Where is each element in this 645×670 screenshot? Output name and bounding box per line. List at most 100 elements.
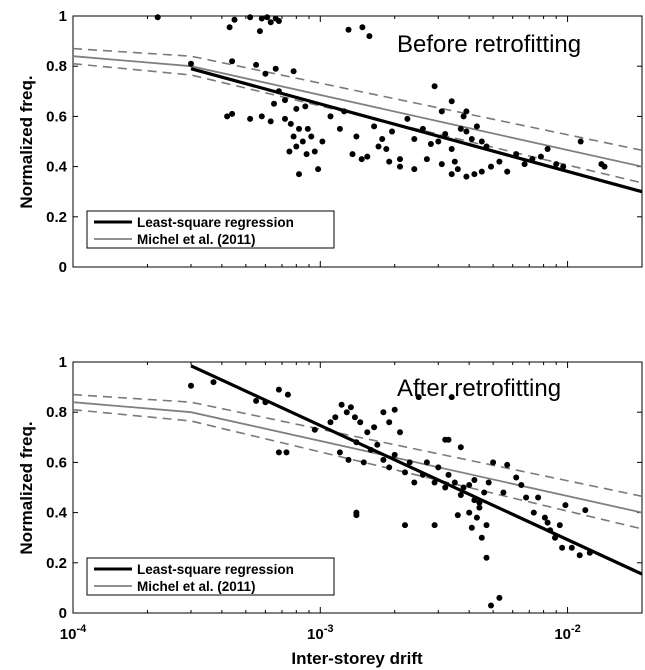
data-point [454,166,461,173]
data-point [389,128,395,135]
data-point [386,158,393,165]
data-point [315,166,322,173]
data-point [431,522,438,529]
data-point [229,110,236,117]
data-point [504,461,511,468]
data-point [448,171,455,178]
data-point [364,429,371,436]
data-point [188,60,194,67]
data-point [397,429,403,436]
data-point [247,115,254,122]
data-point [463,108,470,115]
data-point [267,118,274,125]
data-point [229,58,236,65]
data-point [380,456,387,463]
data-point [290,68,297,75]
legend-box-after [86,557,335,596]
regression-before [190,67,643,194]
data-point [343,409,350,416]
legend-label-michel-after: Michel et al. (2011) [137,579,256,594]
regression-line [190,364,643,576]
ytick-label: 0.2 [46,555,67,572]
data-point [411,136,418,142]
yticks-before: 0 0.2 0.4 0.6 0.8 1 [46,8,642,276]
data-point [496,594,503,601]
ytick-label: 0.6 [46,108,67,125]
michel-line [72,401,643,514]
ytick-label: 0 [59,259,67,276]
data-point [287,120,294,127]
data-point [478,168,485,175]
data-point [271,100,277,107]
data-point [431,479,438,486]
data-point [375,143,382,150]
data-point [345,456,352,463]
data-point [188,382,194,389]
data-point [427,141,434,147]
data-point [383,146,390,152]
data-point [513,474,520,481]
regression-line [190,67,643,194]
ytick-label: 0.4 [46,159,68,176]
data-point [451,158,458,165]
xlabel: Inter-storey drift [291,649,423,668]
data-point [483,522,490,529]
data-point [473,514,480,521]
data-point [431,83,438,90]
data-point [478,534,485,541]
data-point [457,492,464,498]
ytick-label: 0.2 [46,209,67,226]
ylabel-after: Normalized freq. [17,421,36,554]
data-point [303,151,310,158]
data-point [404,115,411,122]
data-point [302,103,309,110]
data-point [460,484,467,491]
legend-label-regression-before: Least-square regression [137,215,294,230]
ytick-label: 1 [59,8,67,25]
legend-label-michel-before: Michel et al. (2011) [137,232,256,247]
data-point [319,138,326,145]
data-point [358,156,365,163]
data-point [559,544,566,551]
data-point [258,15,265,22]
data-point [275,449,282,456]
data-point [442,131,449,137]
data-point [466,509,473,516]
data-point [299,138,306,145]
xtick-label: 10-2 [554,623,580,643]
data-point [226,24,233,31]
data-point [423,156,430,163]
data-point [256,28,263,35]
data-point [490,459,497,466]
data-point [483,554,490,561]
data-point [332,414,339,421]
data-point [296,171,302,178]
data-point [391,451,398,458]
data-point [460,113,467,120]
panel-before: Normalized freq. 0 0.2 0.4 0.6 0.8 1 Before r… [17,8,643,276]
data-point [258,113,265,120]
data-point [253,61,260,68]
legend-before: Least-square regression Michel et al. (2… [86,210,335,249]
data-point [476,504,483,511]
panel-after: Normalized freq. 0 0.2 0.4 0.6 0.8 1 10-4 10-3… [17,354,643,643]
ytick-label: 0.4 [46,505,68,522]
data-point [308,133,315,140]
data-point [448,146,455,152]
data-point [275,386,282,393]
data-point [359,24,366,31]
data-point [576,552,583,559]
data-point [454,512,461,519]
data-point [336,449,343,456]
data-point [448,98,455,105]
data-point [282,97,288,104]
data-point [357,419,364,426]
data-point [262,70,269,77]
data-point [530,509,537,516]
data-point [253,397,260,404]
data-point [402,522,408,529]
data-point [293,143,300,150]
data-point [371,123,378,130]
data-point [374,441,381,448]
points-before [154,14,608,180]
